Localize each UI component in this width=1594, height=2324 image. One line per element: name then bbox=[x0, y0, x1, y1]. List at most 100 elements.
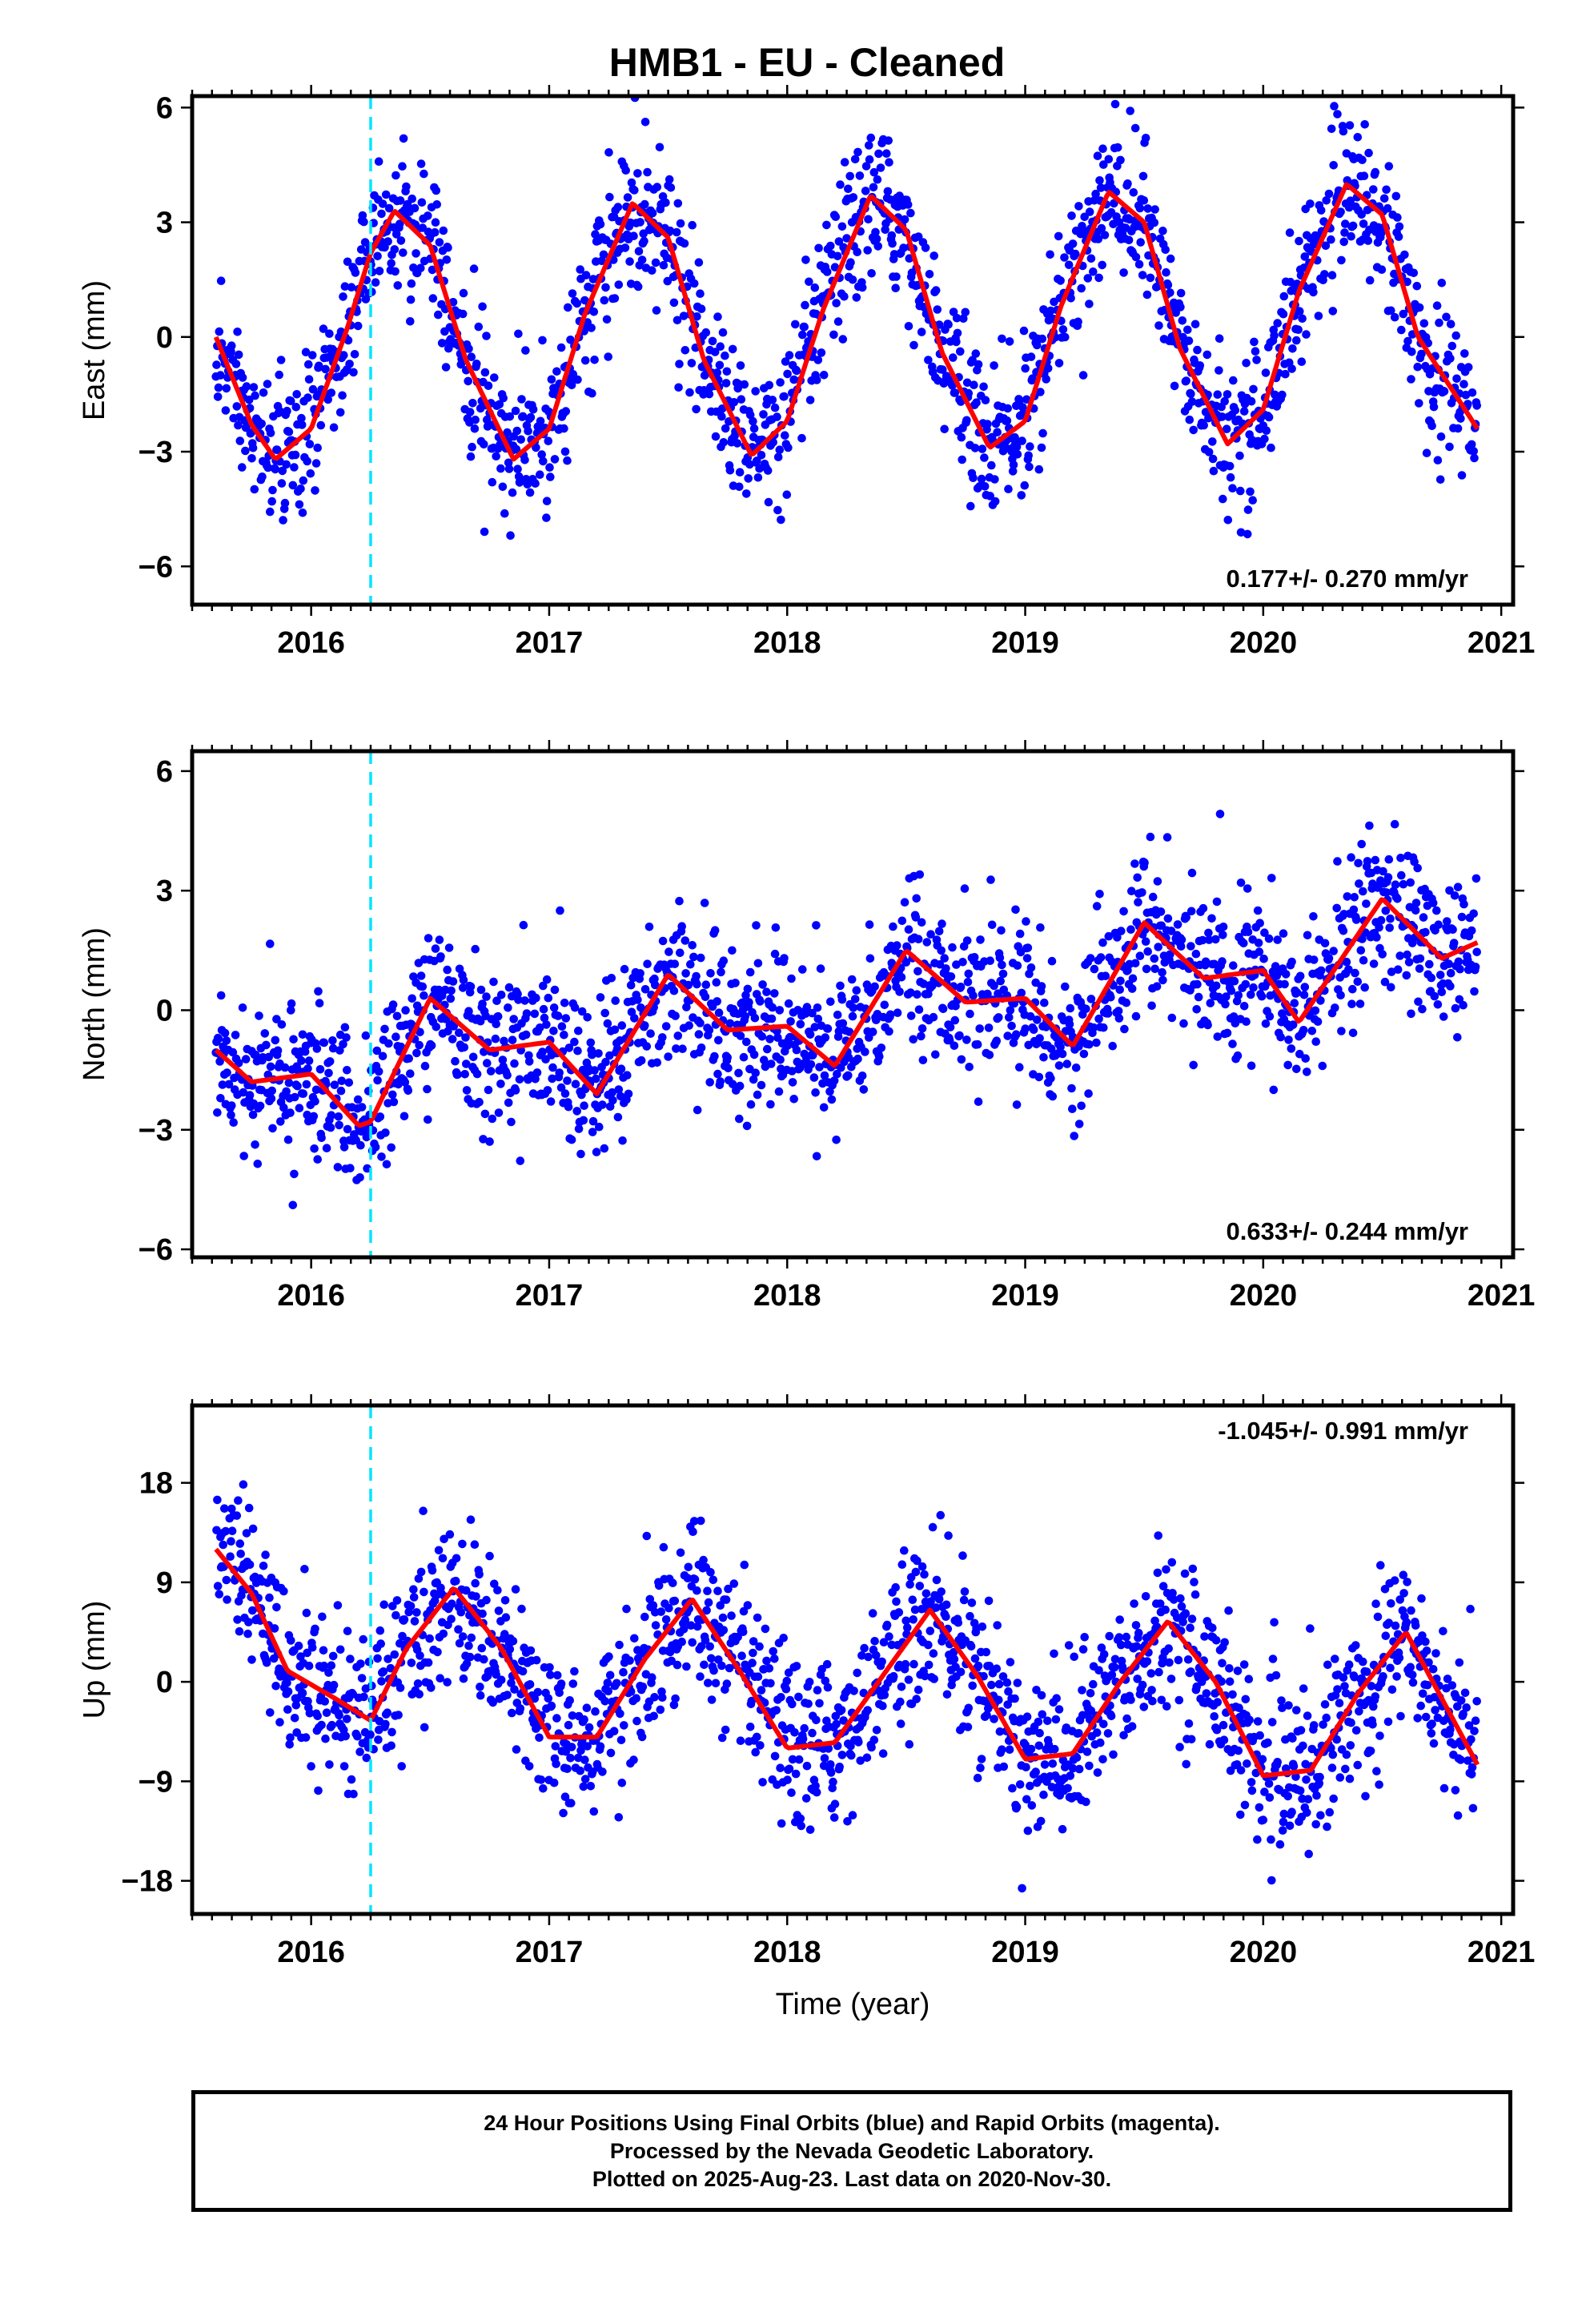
data-point bbox=[1229, 376, 1238, 385]
data-point bbox=[944, 320, 953, 329]
data-point bbox=[600, 1008, 609, 1018]
data-point bbox=[689, 952, 698, 962]
data-point bbox=[1122, 998, 1131, 1007]
data-point bbox=[993, 1621, 1002, 1630]
data-point bbox=[808, 1728, 817, 1738]
data-point bbox=[870, 982, 879, 991]
data-point bbox=[317, 1720, 326, 1730]
data-point bbox=[636, 218, 644, 227]
data-point bbox=[1141, 937, 1150, 946]
data-point bbox=[771, 923, 781, 932]
data-point bbox=[258, 472, 267, 481]
data-point bbox=[214, 383, 223, 392]
data-point bbox=[791, 1769, 801, 1779]
data-point bbox=[1292, 988, 1302, 997]
data-point bbox=[834, 237, 844, 246]
data-point bbox=[761, 1624, 770, 1634]
data-point bbox=[1347, 999, 1356, 1008]
data-point bbox=[959, 1595, 969, 1605]
data-point bbox=[1005, 1745, 1014, 1754]
data-point bbox=[391, 267, 400, 276]
data-point bbox=[1106, 993, 1115, 1002]
data-point bbox=[379, 1667, 388, 1676]
data-point bbox=[1353, 977, 1363, 987]
data-point bbox=[613, 1112, 623, 1122]
data-point bbox=[1154, 943, 1162, 951]
data-point bbox=[1158, 975, 1167, 985]
data-point bbox=[484, 381, 493, 391]
data-point bbox=[1359, 171, 1369, 180]
data-point bbox=[806, 1059, 816, 1069]
data-point bbox=[232, 1511, 242, 1520]
data-point bbox=[616, 1709, 624, 1719]
data-point bbox=[350, 350, 359, 359]
data-point bbox=[1085, 300, 1094, 308]
data-point bbox=[1008, 467, 1018, 476]
data-point bbox=[1413, 362, 1422, 372]
data-point bbox=[280, 498, 290, 508]
data-point bbox=[504, 1003, 512, 1012]
data-point bbox=[1097, 223, 1106, 233]
data-point bbox=[315, 361, 323, 371]
data-point bbox=[555, 1068, 564, 1077]
data-point bbox=[1037, 443, 1046, 452]
data-point bbox=[694, 1030, 704, 1039]
data-point bbox=[942, 964, 950, 973]
data-point bbox=[1414, 997, 1423, 1007]
data-point bbox=[248, 444, 258, 452]
data-point bbox=[665, 1647, 675, 1657]
data-point bbox=[353, 1731, 362, 1741]
data-point bbox=[1453, 424, 1463, 433]
data-point bbox=[1471, 963, 1480, 971]
data-point bbox=[410, 203, 420, 213]
data-point bbox=[892, 1597, 901, 1606]
data-point bbox=[416, 263, 425, 273]
data-point bbox=[850, 995, 860, 1003]
data-point bbox=[849, 1003, 858, 1012]
data-point bbox=[717, 1661, 726, 1671]
data-point bbox=[757, 1080, 766, 1090]
data-point bbox=[986, 875, 995, 884]
data-point bbox=[967, 1598, 977, 1607]
data-point bbox=[312, 1044, 322, 1053]
data-point bbox=[1018, 436, 1026, 445]
data-point bbox=[724, 1584, 733, 1594]
data-point bbox=[986, 492, 994, 501]
data-point bbox=[542, 497, 552, 505]
data-point bbox=[1451, 331, 1460, 340]
data-point bbox=[924, 356, 933, 364]
data-point bbox=[349, 1789, 358, 1799]
data-point bbox=[913, 935, 923, 943]
data-point bbox=[1470, 987, 1479, 996]
data-point bbox=[573, 375, 582, 384]
data-point bbox=[821, 1033, 830, 1042]
data-point bbox=[906, 988, 915, 997]
data-point bbox=[1348, 221, 1358, 231]
data-point bbox=[814, 243, 823, 253]
data-point bbox=[428, 1566, 437, 1575]
data-point bbox=[1435, 318, 1443, 328]
data-point bbox=[1037, 1691, 1046, 1700]
data-point bbox=[953, 328, 962, 338]
data-point bbox=[982, 1711, 991, 1719]
data-point bbox=[1015, 1063, 1024, 1072]
data-point bbox=[445, 1530, 455, 1539]
data-point bbox=[1006, 1006, 1015, 1015]
data-point bbox=[993, 428, 1002, 436]
data-point bbox=[1116, 155, 1125, 165]
data-point bbox=[532, 1655, 541, 1665]
data-point bbox=[780, 954, 789, 963]
data-point bbox=[550, 985, 560, 995]
data-point bbox=[753, 1090, 762, 1100]
data-point bbox=[1213, 1032, 1223, 1041]
data-point bbox=[216, 371, 225, 380]
data-point bbox=[539, 981, 548, 991]
data-point bbox=[700, 1660, 709, 1670]
data-point bbox=[268, 485, 277, 495]
data-point bbox=[295, 1104, 304, 1112]
data-point bbox=[1327, 235, 1335, 244]
data-point bbox=[785, 1764, 794, 1774]
data-point bbox=[572, 299, 581, 308]
data-point bbox=[1327, 124, 1336, 134]
data-point bbox=[314, 1786, 323, 1795]
